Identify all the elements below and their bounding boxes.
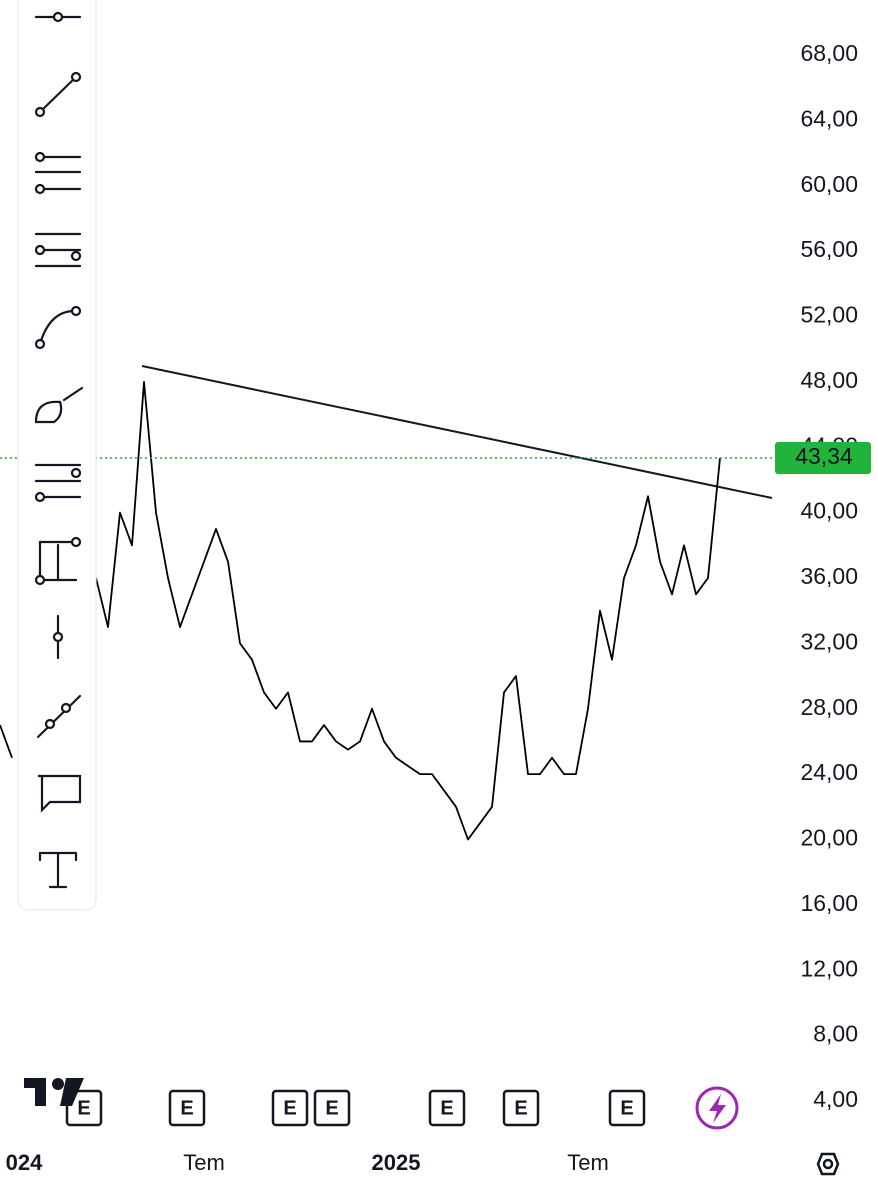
y-tick-label: 24,00 bbox=[800, 759, 858, 785]
event-marker-label: E bbox=[77, 1097, 90, 1119]
event-marker-label: E bbox=[325, 1097, 338, 1119]
tool-callout[interactable] bbox=[38, 774, 82, 813]
tool-text[interactable] bbox=[38, 851, 78, 889]
event-marker[interactable] bbox=[168, 1089, 206, 1127]
tool-curve[interactable] bbox=[34, 305, 82, 350]
x-tick-label: 2025 bbox=[372, 1150, 421, 1175]
event-marker-label: E bbox=[440, 1097, 453, 1119]
alert-button[interactable] bbox=[695, 1086, 739, 1130]
y-tick-label: 4,00 bbox=[813, 1086, 858, 1112]
trendline bbox=[141, 365, 773, 499]
y-tick-label: 68,00 bbox=[800, 40, 858, 66]
event-marker[interactable] bbox=[313, 1089, 351, 1127]
tool-brush[interactable] bbox=[34, 386, 84, 424]
y-tick-label: 12,00 bbox=[800, 955, 858, 981]
event-marker-label: E bbox=[620, 1097, 633, 1119]
x-tick-label: Tem bbox=[183, 1150, 225, 1175]
y-tick-label: 32,00 bbox=[800, 628, 858, 654]
event-marker[interactable] bbox=[271, 1089, 309, 1127]
tool-path[interactable] bbox=[36, 694, 82, 739]
y-tick-label: 20,00 bbox=[800, 825, 858, 851]
settings-button[interactable] bbox=[816, 1152, 840, 1176]
tradingview-logo[interactable] bbox=[24, 1078, 84, 1106]
current-price-label: 43,34 bbox=[795, 443, 853, 469]
y-tick-label: 40,00 bbox=[800, 498, 858, 524]
drawing-toolbar bbox=[17, 0, 97, 911]
x-tick-label: Tem bbox=[567, 1150, 609, 1175]
x-tick-label: 024 bbox=[6, 1150, 43, 1175]
y-tick-label: 36,00 bbox=[800, 563, 858, 589]
event-marker[interactable] bbox=[502, 1089, 540, 1127]
y-tick-label: 52,00 bbox=[800, 302, 858, 328]
y-tick-label: 16,00 bbox=[800, 890, 858, 916]
y-tick-label: 64,00 bbox=[800, 105, 858, 131]
event-marker-label: E bbox=[283, 1097, 296, 1119]
event-marker[interactable] bbox=[428, 1089, 466, 1127]
event-marker[interactable] bbox=[65, 1089, 103, 1127]
tool-pitchfork[interactable] bbox=[34, 463, 82, 503]
tool-fib-extension[interactable] bbox=[34, 232, 82, 268]
y-tick-label: 60,00 bbox=[800, 171, 858, 197]
event-marker[interactable] bbox=[608, 1089, 646, 1127]
tool-fib-retracement[interactable] bbox=[34, 151, 82, 195]
tool-price-line[interactable] bbox=[52, 614, 64, 660]
y-tick-label: 8,00 bbox=[813, 1021, 858, 1047]
y-tick-label: 56,00 bbox=[800, 236, 858, 262]
event-marker-label: E bbox=[180, 1097, 193, 1119]
y-tick-label: 48,00 bbox=[800, 367, 858, 393]
toolbar-panel bbox=[17, 0, 97, 911]
tool-horizontal-ray[interactable] bbox=[34, 11, 82, 23]
price-line bbox=[0, 380, 721, 841]
event-marker-label: E bbox=[514, 1097, 527, 1119]
tool-long-position[interactable] bbox=[34, 536, 82, 586]
current-price-badge bbox=[775, 442, 871, 475]
tool-trend-line[interactable] bbox=[34, 71, 82, 118]
y-tick-label: 28,00 bbox=[800, 694, 858, 720]
